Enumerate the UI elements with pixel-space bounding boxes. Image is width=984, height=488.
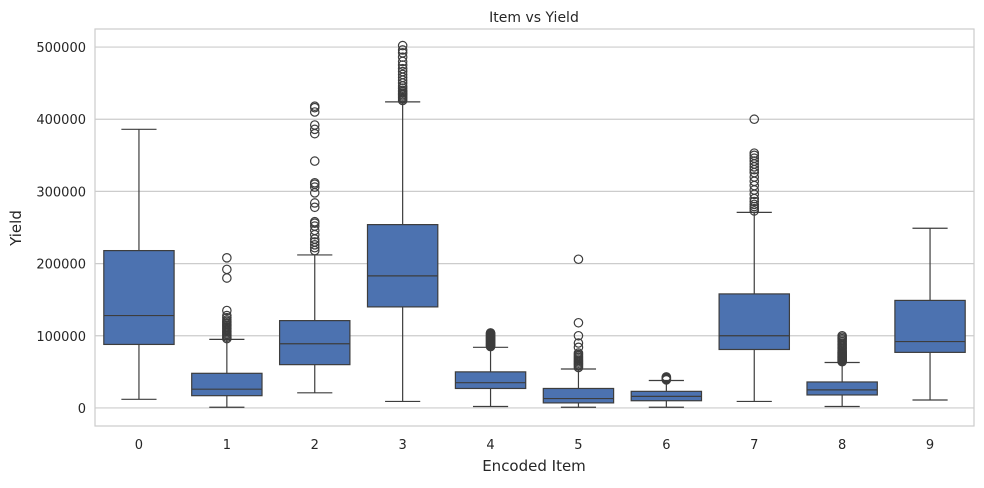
- outlier-point: [397, 45, 408, 55]
- x-axis-label: Encoded Item: [482, 457, 586, 475]
- x-tick-label: 1: [223, 438, 231, 453]
- box-group-item-4: [454, 328, 527, 408]
- box: [191, 372, 263, 397]
- y-tick-label: 100000: [36, 330, 86, 345]
- y-tick-labels: 0 100000 200000 300000 400000 500000: [36, 41, 86, 417]
- outlier-point: [661, 372, 672, 382]
- x-tick-label: 8: [838, 438, 846, 453]
- box-group-item-5: [542, 254, 615, 408]
- plot-frame: [94, 28, 975, 427]
- box: [278, 320, 351, 366]
- outlier-point: [397, 40, 408, 51]
- y-tick-label: 400000: [36, 113, 86, 128]
- box: [894, 299, 966, 353]
- outlier-point: [309, 182, 320, 192]
- outlier-point: [309, 237, 320, 247]
- outlier-point: [573, 338, 584, 348]
- outlier-point: [309, 240, 320, 250]
- outlier-point: [309, 177, 320, 188]
- outlier-point: [573, 254, 584, 265]
- outlier-point: [222, 310, 232, 321]
- grid-lines: [95, 46, 974, 409]
- outlier-point: [309, 202, 320, 213]
- box: [718, 293, 791, 351]
- x-tick-label: 0: [135, 438, 143, 453]
- box: [542, 387, 615, 404]
- outlier-point: [573, 348, 584, 358]
- outlier-point: [573, 317, 584, 328]
- outlier-point: [749, 196, 760, 207]
- outlier-point: [222, 253, 232, 263]
- box-group-item-0: [103, 128, 175, 400]
- box: [454, 371, 527, 390]
- y-axis-label: Yield: [7, 210, 25, 247]
- outlier-point: [222, 264, 232, 275]
- box: [806, 381, 878, 396]
- boxes: [103, 40, 966, 408]
- outlier-point: [485, 328, 496, 338]
- outlier-point: [749, 114, 760, 125]
- outlier-point: [397, 66, 408, 77]
- box: [366, 224, 439, 308]
- box-group-item-6: [630, 372, 703, 408]
- outlier-point: [397, 52, 408, 62]
- outlier-point: [309, 198, 320, 208]
- outlier-point: [309, 124, 320, 135]
- outlier-point: [837, 330, 847, 341]
- outlier-point: [397, 48, 408, 58]
- chart-title: Item vs Yield: [489, 10, 579, 26]
- outlier-point: [309, 120, 320, 130]
- x-tick-label: 6: [662, 438, 670, 453]
- box-group-item-7: [718, 114, 791, 403]
- x-tick-label: 2: [311, 438, 319, 453]
- outlier-point: [573, 330, 584, 341]
- y-tick-label: 500000: [36, 41, 86, 56]
- outlier-point: [573, 342, 584, 353]
- box: [103, 249, 175, 346]
- outlier-point: [309, 216, 320, 227]
- x-tick-label: 9: [926, 438, 934, 453]
- outlier-point: [309, 156, 320, 166]
- outlier-point: [309, 221, 320, 231]
- outlier-point: [309, 101, 320, 112]
- outlier-point: [749, 148, 760, 158]
- outlier-point: [222, 305, 232, 316]
- box-group-item-2: [278, 101, 351, 394]
- box-group-item-3: [366, 40, 439, 403]
- y-tick-label: 300000: [36, 185, 86, 200]
- x-tick-label: 7: [750, 438, 758, 453]
- y-tick-label: 0: [78, 402, 86, 417]
- x-tick-label: 4: [486, 438, 494, 453]
- box-group-item-8: [806, 330, 878, 408]
- x-tick-label: 5: [574, 438, 582, 453]
- x-tick-label: 3: [399, 438, 407, 453]
- outlier-point: [309, 107, 320, 117]
- outlier-point: [397, 63, 408, 74]
- outlier-point: [749, 153, 760, 164]
- x-tick-labels: 0 1 2 3 4 5 6 7 8 9: [135, 438, 934, 453]
- outlier-point: [749, 199, 760, 210]
- y-tick-label: 200000: [36, 258, 86, 273]
- outlier-point: [397, 69, 408, 80]
- outlier-point: [749, 172, 760, 182]
- box-group-item-9: [894, 227, 966, 401]
- box-group-item-1: [191, 253, 263, 408]
